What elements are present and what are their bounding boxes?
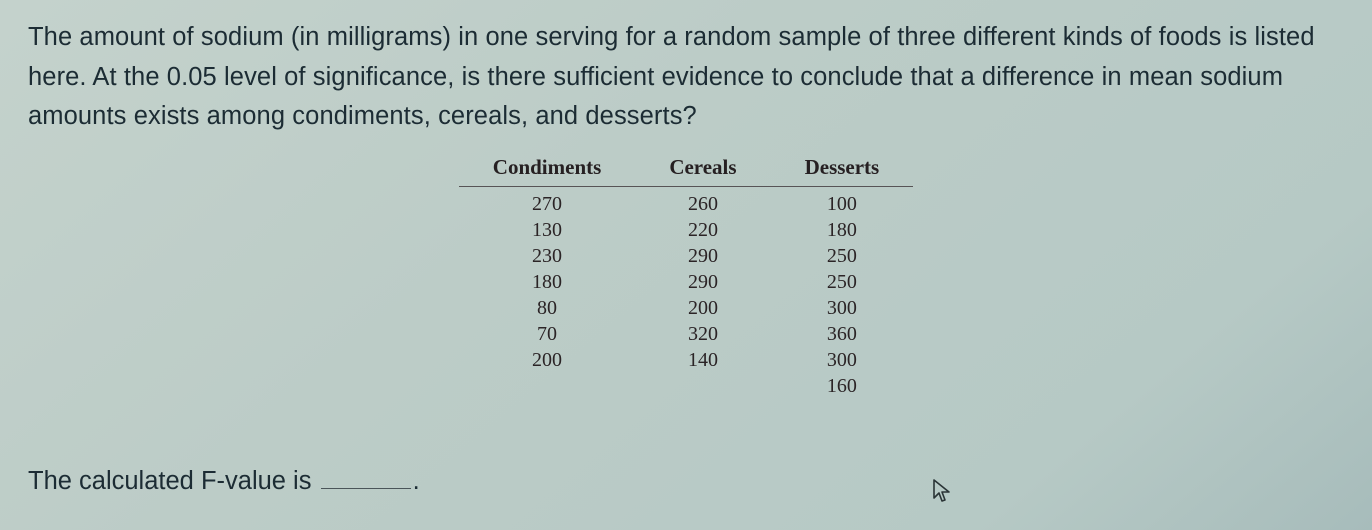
cell: 250	[771, 269, 914, 295]
sodium-table: Condiments Cereals Desserts 270 260 100 …	[459, 151, 913, 400]
cell: 80	[459, 295, 636, 321]
table-row: 230 290 250	[459, 243, 913, 269]
cell: 70	[459, 321, 636, 347]
table-row: 270 260 100	[459, 186, 913, 217]
cell	[459, 373, 636, 399]
cell: 100	[771, 186, 914, 217]
cell: 360	[771, 321, 914, 347]
cell: 140	[635, 347, 770, 373]
cell: 300	[771, 347, 914, 373]
cell: 300	[771, 295, 914, 321]
cell: 180	[771, 217, 914, 243]
data-table-container: Condiments Cereals Desserts 270 260 100 …	[28, 151, 1344, 400]
table-header-row: Condiments Cereals Desserts	[459, 151, 913, 187]
answer-prefix: The calculated	[28, 467, 201, 495]
col-header-condiments: Condiments	[459, 151, 636, 187]
table-body: 270 260 100 130 220 180 230 290 250 180 …	[459, 186, 913, 399]
cell: 160	[771, 373, 914, 399]
cell: 290	[635, 269, 770, 295]
answer-blank[interactable]	[321, 465, 411, 489]
table-row: 70 320 360	[459, 321, 913, 347]
cell	[635, 373, 770, 399]
f-variable: F	[201, 467, 217, 495]
cell: 180	[459, 269, 636, 295]
cell: 200	[635, 295, 770, 321]
col-header-desserts: Desserts	[771, 151, 914, 187]
question-text: The amount of sodium (in milligrams) in …	[28, 18, 1344, 137]
cell: 230	[459, 243, 636, 269]
table-row: 80 200 300	[459, 295, 913, 321]
answer-period: .	[413, 467, 420, 495]
table-row: 130 220 180	[459, 217, 913, 243]
table-row: 200 140 300	[459, 347, 913, 373]
table-row: 160	[459, 373, 913, 399]
table-row: 180 290 250	[459, 269, 913, 295]
answer-prompt: The calculated F-value is .	[28, 465, 420, 496]
cell: 130	[459, 217, 636, 243]
answer-suffix: -value is	[217, 467, 319, 495]
cell: 200	[459, 347, 636, 373]
cursor-icon	[932, 478, 952, 504]
cell: 250	[771, 243, 914, 269]
col-header-cereals: Cereals	[635, 151, 770, 187]
cell: 290	[635, 243, 770, 269]
cell: 220	[635, 217, 770, 243]
cell: 270	[459, 186, 636, 217]
cell: 260	[635, 186, 770, 217]
cell: 320	[635, 321, 770, 347]
